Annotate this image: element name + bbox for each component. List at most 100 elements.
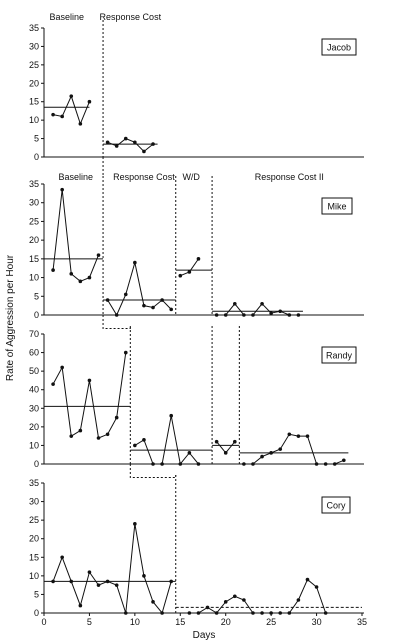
x-tick-label: 20 bbox=[221, 617, 231, 627]
data-point bbox=[242, 462, 246, 466]
data-series-line bbox=[107, 262, 172, 317]
data-point bbox=[214, 439, 219, 444]
y-tick-label: 30 bbox=[29, 198, 39, 208]
data-point bbox=[96, 583, 101, 587]
data-point bbox=[251, 462, 255, 466]
participant-label-box bbox=[321, 38, 357, 56]
data-point bbox=[69, 579, 74, 584]
data-point bbox=[60, 555, 64, 560]
data-point bbox=[87, 275, 92, 280]
data-point bbox=[323, 611, 328, 615]
data-point bbox=[60, 114, 64, 119]
data-point bbox=[133, 140, 137, 145]
data-point bbox=[87, 99, 92, 104]
data-point bbox=[269, 311, 273, 315]
y-tick-label: 35 bbox=[29, 23, 39, 33]
y-tick-label: 25 bbox=[29, 216, 39, 226]
data-point bbox=[342, 458, 346, 463]
data-point bbox=[160, 611, 164, 615]
data-point bbox=[196, 611, 201, 615]
y-tick-label: 20 bbox=[29, 235, 39, 245]
data-point bbox=[260, 611, 264, 615]
data-point bbox=[278, 447, 283, 451]
y-tick-label: 0 bbox=[34, 608, 39, 618]
data-point bbox=[178, 462, 183, 466]
data-point bbox=[233, 439, 237, 444]
data-point bbox=[69, 272, 74, 276]
y-tick-label: 20 bbox=[29, 78, 39, 88]
data-point bbox=[51, 268, 55, 272]
data-point bbox=[251, 313, 255, 317]
y-tick-label: 70 bbox=[29, 329, 39, 339]
data-point bbox=[123, 292, 128, 297]
data-series-line bbox=[52, 94, 90, 126]
data-point bbox=[87, 570, 92, 574]
data-point bbox=[187, 451, 192, 455]
data-point bbox=[205, 605, 210, 610]
data-series-line bbox=[189, 578, 327, 614]
data-point bbox=[78, 122, 83, 126]
data-point bbox=[96, 436, 101, 440]
y-tick-label: 50 bbox=[29, 366, 39, 376]
data-point bbox=[223, 600, 228, 604]
data-point bbox=[233, 301, 237, 306]
y-tick-label: 10 bbox=[29, 115, 39, 125]
participant-label-box bbox=[321, 346, 357, 364]
data-point bbox=[296, 434, 301, 438]
y-tick-label: 25 bbox=[29, 60, 39, 70]
x-tick-label: 30 bbox=[312, 617, 322, 627]
y-tick-label: 10 bbox=[29, 440, 39, 450]
data-point bbox=[114, 313, 119, 317]
y-tick-label: 5 bbox=[34, 134, 39, 144]
data-point bbox=[151, 600, 155, 604]
phase-label: Response Cost bbox=[100, 12, 162, 22]
data-point bbox=[133, 522, 137, 526]
x-tick-label: 35 bbox=[357, 617, 367, 627]
chart-panels: 0 5 10 15 20 25 30 35 Baseline Response Cost Jacob… bbox=[29, 12, 364, 618]
data-point bbox=[69, 434, 74, 438]
data-point bbox=[242, 313, 246, 317]
data-point bbox=[187, 270, 192, 274]
phase-label: W/D bbox=[182, 172, 200, 182]
data-point bbox=[51, 579, 55, 584]
y-tick-label: 20 bbox=[29, 534, 39, 544]
data-series-line bbox=[243, 433, 345, 465]
x-tick-label: 10 bbox=[130, 617, 140, 627]
data-point bbox=[142, 574, 146, 578]
data-point bbox=[142, 438, 146, 442]
x-tick-label: 0 bbox=[41, 617, 46, 627]
data-point bbox=[160, 298, 164, 302]
data-point bbox=[60, 187, 64, 192]
data-point bbox=[214, 313, 219, 317]
data-point bbox=[242, 598, 246, 602]
data-point bbox=[169, 413, 173, 418]
data-point bbox=[169, 307, 173, 312]
data-point bbox=[114, 583, 119, 587]
data-point bbox=[260, 301, 264, 306]
data-point bbox=[287, 611, 292, 615]
data-series-line bbox=[52, 523, 172, 615]
participant-label-box bbox=[321, 496, 351, 514]
panel-cory: 0 5 10 15 20 25 30 35 Cory bbox=[29, 475, 364, 618]
y-tick-label: 0 bbox=[34, 152, 39, 162]
data-point bbox=[332, 462, 337, 466]
data-point bbox=[105, 432, 110, 437]
panel-mike: 0 5 10 15 20 25 30 35 Baseline Response Cost W/D Re… bbox=[29, 172, 364, 320]
data-point bbox=[123, 350, 128, 355]
data-point bbox=[78, 279, 83, 284]
participant-label-box bbox=[321, 197, 353, 215]
phase-label: Response Cost II bbox=[255, 172, 324, 182]
data-series-line bbox=[52, 189, 99, 282]
participant-label: Cory bbox=[326, 501, 346, 511]
data-point bbox=[296, 313, 301, 317]
y-tick-label: 0 bbox=[34, 459, 39, 469]
data-point bbox=[260, 454, 264, 459]
phase-label: Response Cost bbox=[113, 172, 175, 182]
participant-label: Mike bbox=[327, 202, 346, 212]
data-point bbox=[133, 443, 137, 448]
data-series-line bbox=[107, 137, 154, 153]
phase-label: Baseline bbox=[59, 172, 94, 182]
data-point bbox=[196, 257, 201, 261]
data-series-line bbox=[134, 415, 199, 466]
